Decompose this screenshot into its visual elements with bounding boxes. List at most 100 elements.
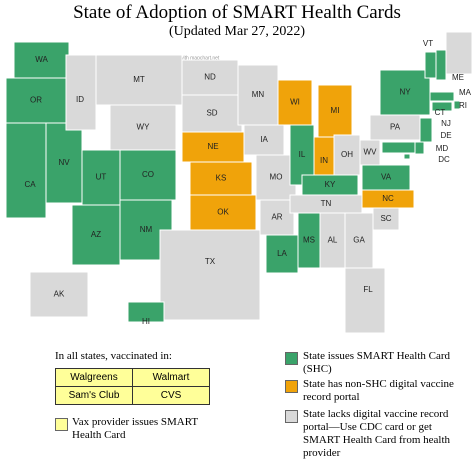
legend-swatch: [285, 410, 298, 423]
provider-row: Walgreens Walmart: [55, 368, 210, 387]
legend-swatch: [285, 380, 298, 393]
state-label: OH: [341, 150, 353, 159]
legend-label: State lacks digital vaccine record porta…: [303, 408, 451, 459]
state: [453, 100, 461, 110]
state-label: WI: [290, 98, 300, 107]
state-label: DC: [438, 155, 450, 164]
state-label: DE: [440, 131, 451, 140]
state: [344, 212, 374, 269]
state: [127, 301, 165, 323]
provider-cell: CVS: [132, 386, 210, 405]
map: Created with mapchart.net WA OR CA NV ID MT WY…: [5, 31, 473, 334]
provider-cell: Walmart: [132, 368, 210, 387]
state-label: NM: [140, 225, 153, 234]
state-label: TN: [321, 199, 332, 208]
state: [159, 229, 261, 321]
state-label: MI: [331, 106, 340, 115]
state: [71, 204, 121, 266]
legend-label: State has non-SHC digital vaccine record…: [303, 378, 454, 403]
state: [381, 141, 416, 154]
state: [65, 54, 97, 131]
state-label: SD: [206, 109, 217, 118]
state: [189, 161, 253, 196]
state: [419, 117, 433, 143]
state: [361, 164, 411, 191]
state-label: PA: [390, 123, 401, 132]
state-label: MO: [270, 173, 283, 182]
state-label: HI: [142, 317, 150, 326]
state-label: LA: [277, 249, 287, 258]
state-label: GA: [353, 236, 365, 245]
provider-caption: In all states, vaccinated in:: [55, 350, 172, 362]
state: [181, 94, 243, 133]
state-label: IA: [260, 135, 268, 144]
state-label: WY: [137, 123, 151, 132]
state: [431, 101, 453, 112]
state: [259, 199, 295, 236]
state: [237, 64, 279, 126]
state: [277, 79, 313, 126]
state-label: KS: [216, 174, 227, 183]
state-label: AL: [328, 236, 338, 245]
state-label: IL: [299, 150, 306, 159]
state-label: TX: [205, 257, 216, 266]
state: [403, 153, 411, 160]
state: [429, 91, 455, 102]
state-label: NE: [207, 142, 218, 151]
state-label: AR: [271, 213, 282, 222]
state: [189, 194, 257, 231]
state: [243, 124, 285, 156]
state: [414, 141, 425, 155]
provider-swatch: [55, 418, 68, 431]
state-label: VT: [423, 39, 433, 48]
state: [255, 154, 297, 201]
watermark: Created with mapchart.net: [161, 55, 220, 61]
state-label: MD: [436, 144, 449, 153]
state: [445, 31, 473, 75]
state-label: RI: [459, 101, 467, 110]
state-label: ME: [452, 73, 464, 82]
state: [5, 122, 47, 219]
state: [319, 212, 346, 269]
state-label: NV: [58, 158, 70, 167]
state-label: CT: [435, 108, 446, 117]
state-label: OR: [30, 96, 42, 105]
state-label: ID: [76, 95, 84, 104]
title: State of Adoption of SMART Health Cards: [73, 2, 401, 23]
state-label: VA: [381, 173, 392, 182]
provider-table: Walgreens Walmart Sam's Club CVS: [55, 368, 210, 405]
state-label: ND: [204, 73, 216, 82]
state-label: CA: [24, 180, 36, 189]
state: [265, 234, 299, 274]
state-label: WA: [35, 55, 48, 64]
legend-label: State issues SMART Health Card (SHC): [303, 350, 451, 375]
state-label: NY: [399, 88, 411, 97]
state: [344, 267, 386, 334]
state-label: NJ: [441, 119, 451, 128]
state-label: CO: [142, 170, 154, 179]
state: [181, 59, 239, 96]
state-label: NC: [382, 194, 394, 203]
state-label: WV: [364, 148, 378, 157]
state-label: IN: [320, 156, 328, 165]
state: [379, 69, 431, 116]
state-label: MT: [133, 75, 145, 84]
state-label: SC: [380, 214, 391, 223]
legend-swatch: [285, 352, 298, 365]
state-label: MN: [252, 90, 265, 99]
state: [424, 51, 437, 79]
subtitle: (Updated Mar 27, 2022): [168, 24, 306, 39]
provider-cell: Walgreens: [55, 368, 133, 387]
state-label: UT: [96, 173, 107, 182]
provider-note: Vax provider issues SMART Health Card: [72, 416, 198, 441]
provider-row: Sam's Club CVS: [55, 386, 210, 405]
state-label: MA: [459, 88, 472, 97]
state-label: AK: [54, 290, 65, 299]
state-label: FL: [363, 285, 373, 294]
state-label: OK: [217, 208, 229, 217]
state: [29, 271, 89, 318]
state-label: AZ: [91, 230, 101, 239]
state-label: KY: [325, 180, 336, 189]
provider-cell: Sam's Club: [55, 386, 133, 405]
